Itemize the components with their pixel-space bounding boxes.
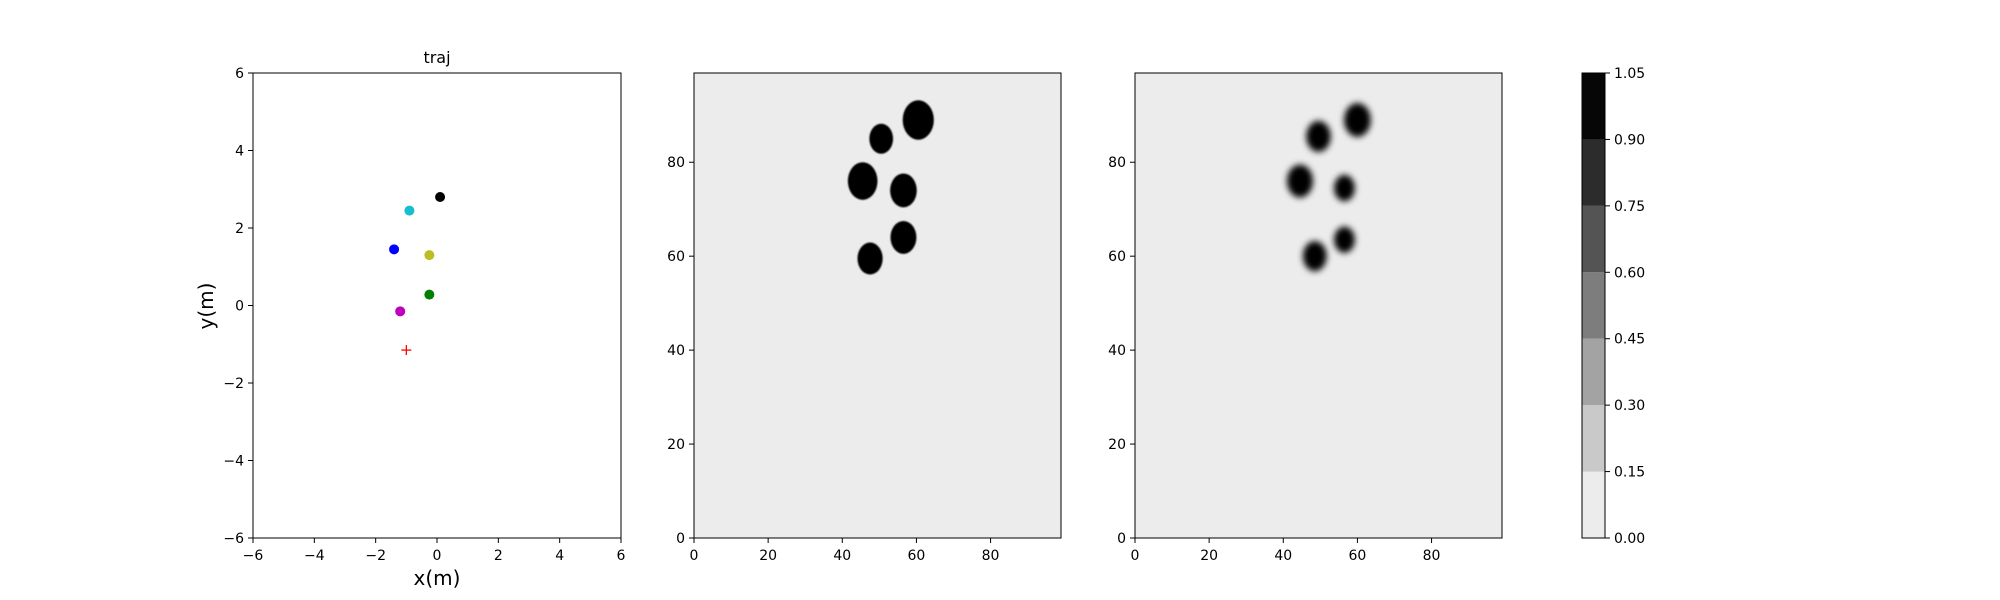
traj-point <box>424 250 435 261</box>
traj-point <box>395 306 406 317</box>
heatmap-1-x-ticks: 0 20 40 60 80 <box>690 538 1000 564</box>
heatmap-2-y-tick-label: 60 <box>1108 249 1126 265</box>
traj-y-tick-label: −4 <box>223 454 244 470</box>
heatmap-1-blob <box>847 162 878 200</box>
traj-x-ticks: −6 −4 −2 0 2 4 6 <box>243 538 626 564</box>
colorbar-band <box>1582 205 1605 273</box>
heatmap-2-blob <box>1334 226 1355 253</box>
traj-x-tick-label: −2 <box>365 548 386 564</box>
heatmap-2-x-tick-label: 20 <box>1200 548 1218 564</box>
heatmap-2-y-ticks: 0 20 40 60 80 <box>1108 155 1135 547</box>
heatmap-1-y-tick-label: 0 <box>676 531 685 547</box>
traj-goal-marker <box>401 345 412 356</box>
colorbar-frame <box>1581 72 1606 539</box>
heatmap-1-blob <box>890 173 917 208</box>
colorbar-tick-label: 0.15 <box>1614 465 1645 481</box>
colorbar-band <box>1582 471 1605 538</box>
heatmap-2-blob <box>1344 103 1371 137</box>
heatmap-1-x-tick-label: 40 <box>833 548 851 564</box>
colorbar-tick-label: 0.75 <box>1614 199 1645 215</box>
heatmap-1-x-tick-label: 60 <box>908 548 926 564</box>
traj-x-tick-label: 6 <box>617 548 626 564</box>
traj-x-tick-label: 0 <box>433 548 442 564</box>
colorbar-band <box>1582 405 1605 472</box>
colorbar-tick-label: 1.05 <box>1614 66 1645 82</box>
heatmap-1-blob <box>857 242 883 275</box>
colorbar-bands <box>1582 73 1605 538</box>
heatmap-2-y-tick-label: 0 <box>1117 531 1126 547</box>
heatmap-1-y-tick-label: 40 <box>667 343 685 359</box>
traj-plot-area <box>253 73 621 538</box>
heatmap-1-y-tick-label: 80 <box>667 155 685 171</box>
heatmap-2-y-tick-label: 20 <box>1108 437 1126 453</box>
heatmap-1-blobs <box>847 100 934 275</box>
traj-y-tick-label: 4 <box>235 144 244 160</box>
heatmap-1-frame <box>693 72 1062 539</box>
colorbar-band <box>1582 272 1605 339</box>
heatmap-1-x-tick-label: 80 <box>982 548 1000 564</box>
traj-point <box>435 192 446 202</box>
traj-y-ticks: −6 −4 −2 0 2 4 6 <box>223 66 253 547</box>
traj-y-tick-label: 2 <box>235 221 244 237</box>
colorbar: 0.00 0.15 0.30 0.45 0.60 0.75 0.90 1.05 <box>1581 66 1645 547</box>
colorbar-tick-label: 0.00 <box>1614 531 1645 547</box>
heatmap-2-x-tick-label: 40 <box>1274 548 1292 564</box>
colorbar-tick-label: 0.30 <box>1614 398 1645 414</box>
heatmap-2-y-tick-label: 80 <box>1108 155 1126 171</box>
traj-x-tick-label: 2 <box>494 548 503 564</box>
colorbar-band <box>1582 338 1605 406</box>
colorbar-tick-label: 0.45 <box>1614 332 1645 348</box>
traj-panel: traj −6 −4 −2 0 2 4 6 −6 −4 −2 0 2 4 6 x(m) y(m) <box>194 48 626 590</box>
heatmap-1-blob <box>902 100 934 140</box>
colorbar-band <box>1582 139 1605 206</box>
heatmap-2-blob <box>1334 174 1355 202</box>
traj-y-label: y(m) <box>194 283 218 330</box>
heatmap-2-x-ticks: 0 20 40 60 80 <box>1131 538 1441 564</box>
heatmap-panel-2: 0 20 40 60 80 0 20 40 60 80 <box>1108 72 1503 564</box>
heatmap-1-y-ticks: 0 20 40 60 80 <box>667 155 694 547</box>
heatmap-1-blob <box>869 123 894 154</box>
heatmap-2-blob <box>1286 164 1313 198</box>
traj-y-tick-label: −2 <box>223 376 244 392</box>
colorbar-ticks: 0.00 0.15 0.30 0.45 0.60 0.75 0.90 1.05 <box>1605 66 1645 547</box>
traj-x-tick-label: 4 <box>555 548 564 564</box>
heatmap-1-y-tick-label: 20 <box>667 437 685 453</box>
heatmap-1-blob <box>890 220 917 254</box>
heatmap-2-frame <box>1134 72 1503 539</box>
traj-points <box>389 192 446 356</box>
traj-point <box>389 244 400 255</box>
heatmap-2-y-tick-label: 40 <box>1108 343 1126 359</box>
traj-x-tick-label: −6 <box>243 548 264 564</box>
traj-y-tick-label: 6 <box>235 66 244 82</box>
traj-y-tick-label: 0 <box>235 299 244 315</box>
heatmap-panel-1: 0 20 40 60 80 0 20 40 60 80 <box>667 72 1062 564</box>
heatmap-1-y-tick-label: 60 <box>667 249 685 265</box>
heatmap-2-blob <box>1306 120 1331 152</box>
colorbar-band <box>1582 73 1605 140</box>
heatmap-2-x-tick-label: 60 <box>1349 548 1367 564</box>
traj-point <box>404 205 415 216</box>
traj-x-label: x(m) <box>414 566 461 590</box>
colorbar-tick-label: 0.90 <box>1614 132 1645 148</box>
colorbar-tick-label: 0.60 <box>1614 265 1645 281</box>
heatmap-2-x-tick-label: 0 <box>1131 548 1140 564</box>
traj-x-tick-label: −4 <box>304 548 325 564</box>
heatmap-1-x-tick-label: 20 <box>759 548 777 564</box>
traj-point <box>424 289 435 300</box>
heatmap-2-x-tick-label: 80 <box>1423 548 1441 564</box>
traj-title: traj <box>423 48 450 67</box>
traj-y-tick-label: −6 <box>223 531 244 547</box>
heatmap-2-blob <box>1302 241 1327 272</box>
traj-frame <box>252 72 622 539</box>
heatmap-2-blobs <box>1286 103 1371 272</box>
heatmap-1-x-tick-label: 0 <box>690 548 699 564</box>
